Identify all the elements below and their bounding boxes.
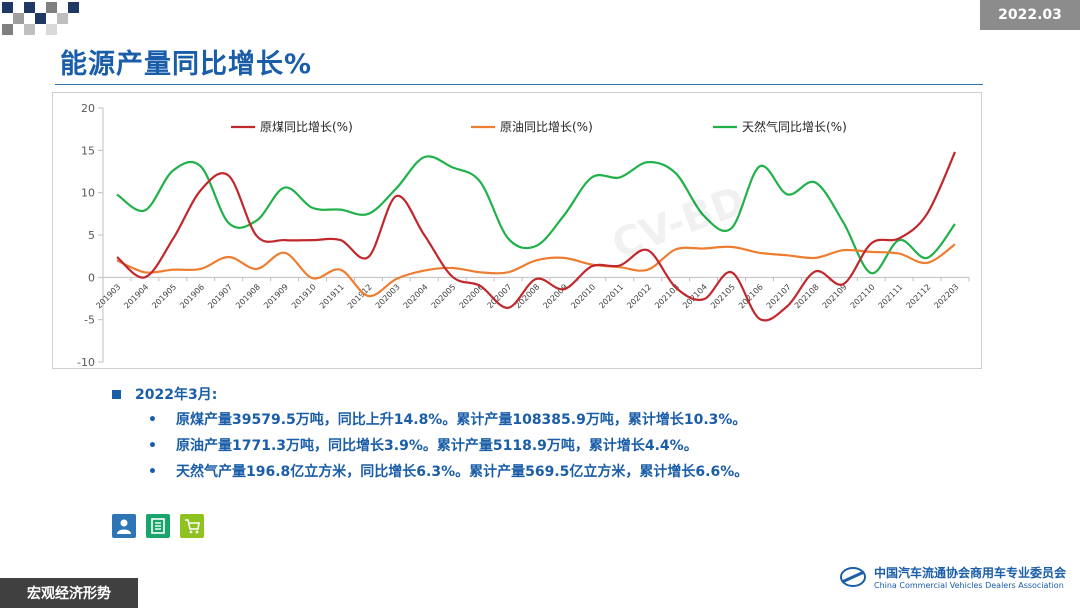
y-tick-label: 15: [81, 144, 95, 157]
x-tick-label: 201904: [122, 282, 150, 310]
x-tick-label: 202105: [709, 282, 737, 310]
x-tick-label: 201910: [290, 282, 318, 310]
cart-icon[interactable]: [180, 514, 204, 538]
date-badge: 2022.03: [980, 0, 1080, 30]
bullet-dot: •: [148, 464, 157, 480]
legend-label: 天然气同比增长(%): [742, 119, 847, 134]
x-tick-label: 202005: [430, 282, 458, 310]
x-tick-label: 202104: [681, 282, 709, 310]
square-bullet-icon: [112, 389, 121, 399]
x-tick-label: 202112: [905, 282, 933, 310]
bullet-dot: •: [148, 438, 157, 454]
summary-heading-row: 2022年3月:: [112, 384, 748, 404]
x-tick-label: 202111: [877, 282, 905, 310]
x-tick-label: 202003: [374, 282, 402, 310]
y-tick-label: 20: [81, 102, 95, 115]
org-logo: 中国汽车流通协会商用车专业委员会 China Commercial Vehicl…: [838, 564, 1066, 590]
x-tick-label: 201905: [150, 282, 178, 310]
document-list-icon[interactable]: [146, 514, 170, 538]
summary-item-gas: • 天然气产量196.8亿立方米，同比增长6.3%。累计产量569.5亿立方米，累…: [148, 462, 748, 482]
legend-label: 原油同比增长(%): [500, 120, 593, 134]
chart-frame: 20 15 10 5 0 -5 -10 201903 201904 201905 201906 201…: [52, 92, 982, 369]
x-tick-label: 202007: [486, 282, 514, 310]
org-name-en: China Commercial Vehicles Dealers Associ…: [873, 581, 1064, 590]
series-line-oil: [116, 243, 956, 298]
x-tick-label: 202011: [597, 282, 625, 310]
summary-text: 原煤产量39579.5万吨，同比上升14.8%。累计产量108385.9万吨，累…: [176, 412, 747, 428]
summary-item-oil: • 原油产量1771.3万吨，同比增长3.9%。累计产量5118.9万吨，累计增长…: [148, 436, 748, 456]
summary-text: 天然气产量196.8亿立方米，同比增长6.3%。累计产量569.5亿立方米，累计…: [176, 464, 749, 480]
x-tick-label: 202103: [653, 282, 681, 310]
summary-heading: 2022年3月:: [135, 387, 218, 403]
title-divider: [55, 84, 983, 85]
x-tick-label: 202110: [849, 282, 877, 310]
x-tick-label: 202010: [569, 282, 597, 310]
association-logo-icon: [839, 567, 866, 587]
x-tick-label: 202108: [793, 282, 821, 310]
summary-item-coal: • 原煤产量39579.5万吨，同比上升14.8%。累计产量108385.9万吨，…: [148, 410, 748, 430]
org-name-cn: 中国汽车流通协会商用车专业委员会: [873, 566, 1066, 580]
y-tick-label: 5: [88, 229, 95, 242]
series-line-gas: [116, 155, 956, 275]
x-tick-label: 201909: [262, 282, 290, 310]
y-tick-label: 0: [88, 271, 95, 284]
section-label: 宏观经济形势: [0, 578, 138, 608]
summary-list: • 原煤产量39579.5万吨，同比上升14.8%。累计产量108385.9万吨，…: [148, 410, 748, 482]
x-tick-label: 202012: [625, 282, 653, 310]
y-tick-label: -5: [84, 314, 95, 327]
series-line-coal: [116, 151, 957, 322]
page-title: 能源产量同比增长%: [60, 49, 313, 80]
summary-text: 原油产量1771.3万吨，同比增长3.9%。累计产量5118.9万吨，累计增长4…: [176, 438, 698, 454]
x-tick-label: 201907: [206, 282, 234, 310]
service-person-icon[interactable]: [112, 514, 136, 538]
x-tick-label: 202004: [402, 282, 430, 310]
bullet-dot: •: [148, 412, 157, 428]
y-tick-label: 10: [81, 187, 95, 200]
legend-label: 原煤同比增长(%): [260, 120, 353, 134]
x-tick-label: 201908: [234, 282, 262, 310]
x-tick-label: 201903: [94, 282, 122, 310]
x-tick-label: 202203: [932, 282, 960, 310]
x-tick-label: 202109: [821, 282, 849, 310]
x-tick-label: 201911: [318, 282, 346, 310]
summary-section: 2022年3月: • 原煤产量39579.5万吨，同比上升14.8%。累计产量10…: [112, 384, 748, 488]
icon-row: [112, 514, 204, 538]
x-tick-label: 201906: [178, 282, 206, 310]
y-tick-label: -10: [77, 356, 95, 368]
corner-decoration: [0, 0, 90, 40]
